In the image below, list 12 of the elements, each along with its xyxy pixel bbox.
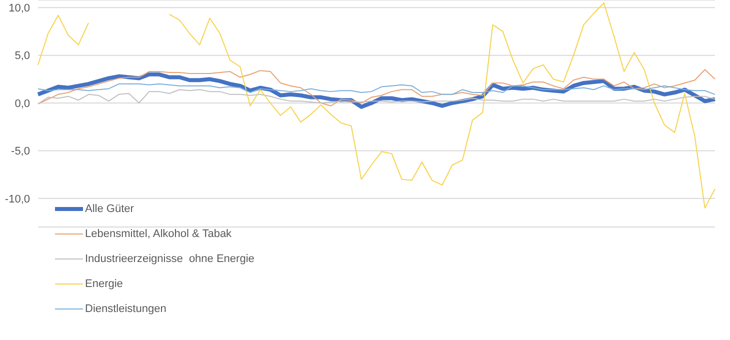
legend-label: Dienstleistungen xyxy=(85,303,166,315)
y-tick-label: 0,0 xyxy=(14,98,30,110)
y-tick-label: 5,0 xyxy=(14,50,30,62)
y-tick-label: 10,0 xyxy=(8,2,30,15)
y-tick-label: -10,0 xyxy=(4,193,30,206)
line-series xyxy=(38,89,716,104)
line-series xyxy=(38,83,716,95)
y-tick-label: -5,0 xyxy=(11,146,30,158)
legend-label: Energie xyxy=(85,278,123,290)
legend-label: Alle Güter xyxy=(85,203,134,215)
legend-label: Industrieerzeignisse ohne Energie xyxy=(85,253,254,265)
legend-label: Lebensmittel, Alkohol & Tabak xyxy=(85,228,232,240)
